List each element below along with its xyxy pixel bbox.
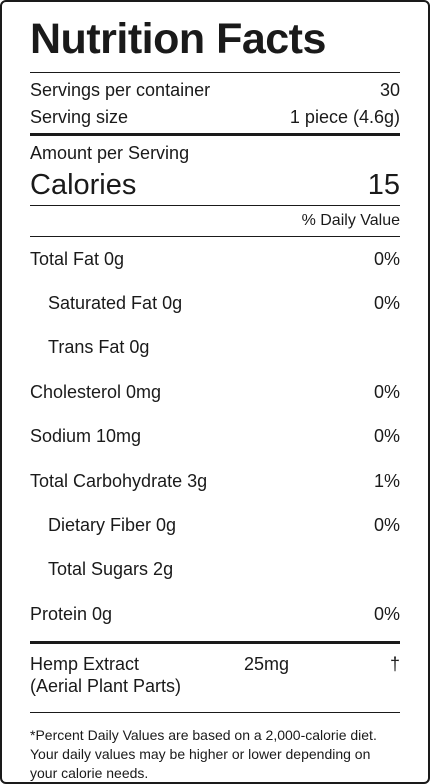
nutrient-daily-value: 0% <box>373 381 400 402</box>
serving-size-label: Serving size <box>30 107 129 127</box>
calories-value: 15 <box>367 168 400 201</box>
divider <box>30 72 400 73</box>
nutrient-label: Total Carbohydrate 3g <box>30 470 208 491</box>
nutrient-daily-value: 0% <box>373 603 400 624</box>
nutrient-daily-value: 0% <box>373 426 400 447</box>
calories-row: Calories 15 <box>30 165 400 205</box>
dagger-mark: † <box>389 653 400 674</box>
divider <box>30 711 400 713</box>
thick-divider <box>30 133 400 136</box>
nutrient-row-trans-fat: Trans Fat 0g <box>30 326 400 370</box>
nutrient-daily-value: 1% <box>373 470 400 491</box>
nutrient-label: Total Sugars 2g <box>48 559 174 580</box>
nutrient-row-protein: Protein 0g 0% <box>30 592 400 636</box>
servings-per-container-row: Servings per container 30 <box>30 77 400 104</box>
nutrient-label: Dietary Fiber 0g <box>48 515 177 536</box>
nutrient-daily-value: 0% <box>373 248 400 269</box>
nutrient-list: Total Fat 0g 0% Saturated Fat 0g 0% Tran… <box>30 237 400 637</box>
nutrient-row-total-carbohydrate: Total Carbohydrate 3g 1% <box>30 459 400 503</box>
hemp-extract-row: Hemp Extract (Aerial Plant Parts) 25mg † <box>30 644 400 712</box>
divider <box>30 236 400 237</box>
servings-value: 30 <box>379 80 400 100</box>
hemp-extract-amount: 25mg <box>244 653 290 674</box>
panel-title: Nutrition Facts <box>30 15 326 63</box>
serving-size-row: Serving size 1 piece (4.6g) <box>30 104 400 131</box>
calories-label: Calories <box>30 168 137 201</box>
nutrient-daily-value: 0% <box>373 515 400 536</box>
hemp-extract-name: Hemp Extract (Aerial Plant Parts) <box>30 653 244 712</box>
nutrient-row-total-fat: Total Fat 0g 0% <box>30 237 400 281</box>
amount-per-serving: Amount per Serving <box>30 143 190 163</box>
nutrient-row-total-sugars: Total Sugars 2g <box>30 548 400 592</box>
nutrient-row-saturated-fat: Saturated Fat 0g 0% <box>30 281 400 325</box>
nutrient-daily-value: 0% <box>373 293 400 314</box>
daily-value-header: % Daily Value <box>30 206 400 236</box>
nutrient-label: Cholesterol 0mg <box>30 381 162 402</box>
hemp-extract-name-line2: (Aerial Plant Parts) <box>30 675 182 696</box>
footnote: *Percent Daily Values are based on a 2,0… <box>30 726 377 781</box>
daily-value-header-label: % Daily Value <box>301 212 400 229</box>
nutrient-row-cholesterol: Cholesterol 0mg 0% <box>30 370 400 414</box>
servings-label: Servings per container <box>30 80 211 100</box>
nutrient-label: Total Fat 0g <box>30 248 125 269</box>
nutrient-row-dietary-fiber: Dietary Fiber 0g 0% <box>30 503 400 547</box>
nutrient-label: Saturated Fat 0g <box>48 293 183 314</box>
thick-divider <box>30 640 400 644</box>
nutrient-label: Sodium 10mg <box>30 426 142 447</box>
nutrient-label: Protein 0g <box>30 603 113 624</box>
nutrient-label: Trans Fat 0g <box>48 337 150 358</box>
hemp-extract-name-line1: Hemp Extract <box>30 653 140 674</box>
nutrient-row-sodium: Sodium 10mg 0% <box>30 415 400 459</box>
divider <box>30 205 400 206</box>
serving-size-value: 1 piece (4.6g) <box>289 107 400 127</box>
